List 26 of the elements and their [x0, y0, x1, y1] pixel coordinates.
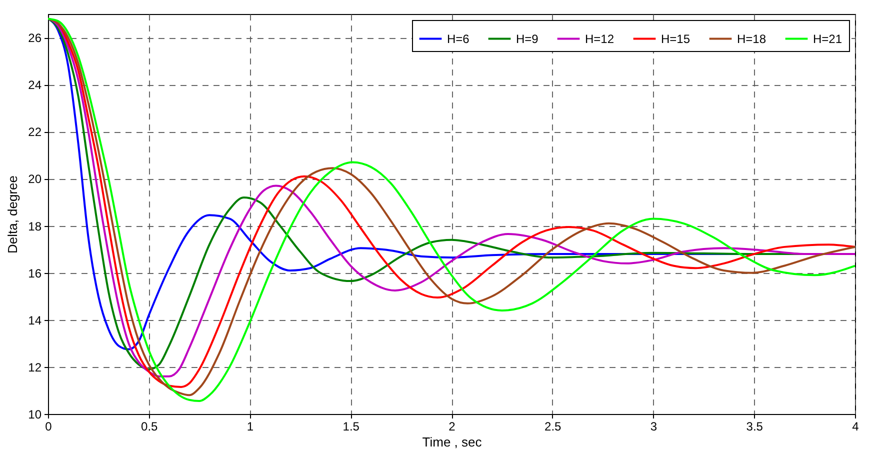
x-axis-title: Time , sec	[422, 434, 482, 450]
y-tick-label: 14	[28, 313, 42, 328]
legend-label: H=15	[661, 32, 690, 46]
y-tick-label: 24	[28, 78, 42, 92]
y-tick-label: 18	[28, 219, 42, 234]
x-tick-label: 3.5	[746, 420, 764, 434]
y-tick-label: 12	[28, 360, 42, 374]
legend-label: H=12	[585, 32, 614, 46]
x-tick-label: 0	[45, 420, 52, 434]
x-tick-label: 3	[650, 420, 658, 434]
x-tick-label: 2.5	[544, 420, 562, 434]
x-tick-label: 2	[448, 420, 456, 434]
y-tick-label: 10	[28, 408, 42, 422]
legend-label: H=6	[447, 32, 470, 46]
x-tick-label: 4	[852, 420, 860, 434]
x-tick-label: 0.5	[141, 420, 158, 434]
x-tick-label: 1	[246, 420, 254, 434]
y-axis-title: Delta, degree	[5, 175, 20, 254]
legend-label: H=21	[813, 32, 842, 46]
y-tick-label: 20	[28, 172, 42, 186]
y-tick-label: 26	[28, 31, 42, 46]
y-tick-label: 16	[28, 266, 42, 280]
legend-label: H=9	[516, 32, 539, 46]
y-tick-label: 22	[28, 125, 42, 140]
legend-label: H=18	[737, 32, 766, 46]
x-tick-label: 1.5	[342, 420, 360, 434]
